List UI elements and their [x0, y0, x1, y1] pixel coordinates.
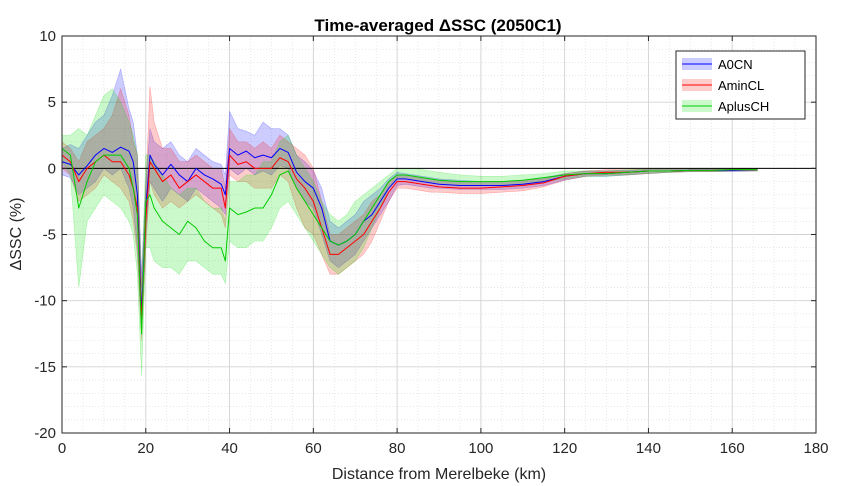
legend-label-aplusch: AplusCH — [718, 99, 769, 114]
band-aplusch — [61, 88, 758, 377]
x-tick-label: 60 — [305, 440, 322, 457]
x-tick-label: 160 — [720, 440, 745, 457]
legend-label-amincl: AminCL — [718, 78, 764, 93]
y-tick-label: 0 — [48, 160, 56, 177]
y-tick-label: -10 — [34, 293, 56, 310]
x-tick-label: 80 — [389, 440, 406, 457]
x-axis-ticks: 0 20 40 60 80 100 120 140 160 180 — [58, 36, 829, 457]
x-tick-label: 100 — [468, 440, 493, 457]
y-tick-label: 10 — [39, 28, 56, 45]
series-lines — [61, 146, 758, 335]
x-tick-label: 0 — [58, 440, 66, 457]
legend-label-a0cn: A0CN — [718, 57, 753, 72]
x-axis-label: Distance from Merelbeke (km) — [332, 466, 546, 483]
x-tick-label: 20 — [137, 440, 154, 457]
x-tick-label: 140 — [636, 440, 661, 457]
y-tick-label: -20 — [34, 425, 56, 442]
chart-title: Time-averaged ΔSSC (2050C1) — [314, 16, 561, 35]
y-tick-label: 5 — [48, 94, 56, 111]
x-tick-label: 180 — [803, 440, 828, 457]
y-axis-ticks: 10 5 0 -5 -10 -15 -20 — [34, 28, 816, 442]
band-a0cn — [61, 67, 758, 334]
x-tick-label: 40 — [221, 440, 238, 457]
x-tick-label: 120 — [552, 440, 577, 457]
line-aplusch — [61, 148, 758, 335]
y-tick-label: -15 — [34, 359, 56, 376]
y-axis-label: ΔSSC (%) — [8, 198, 25, 271]
legend: A0CN AminCL AplusCH — [675, 50, 806, 120]
y-tick-label: -5 — [43, 227, 56, 244]
